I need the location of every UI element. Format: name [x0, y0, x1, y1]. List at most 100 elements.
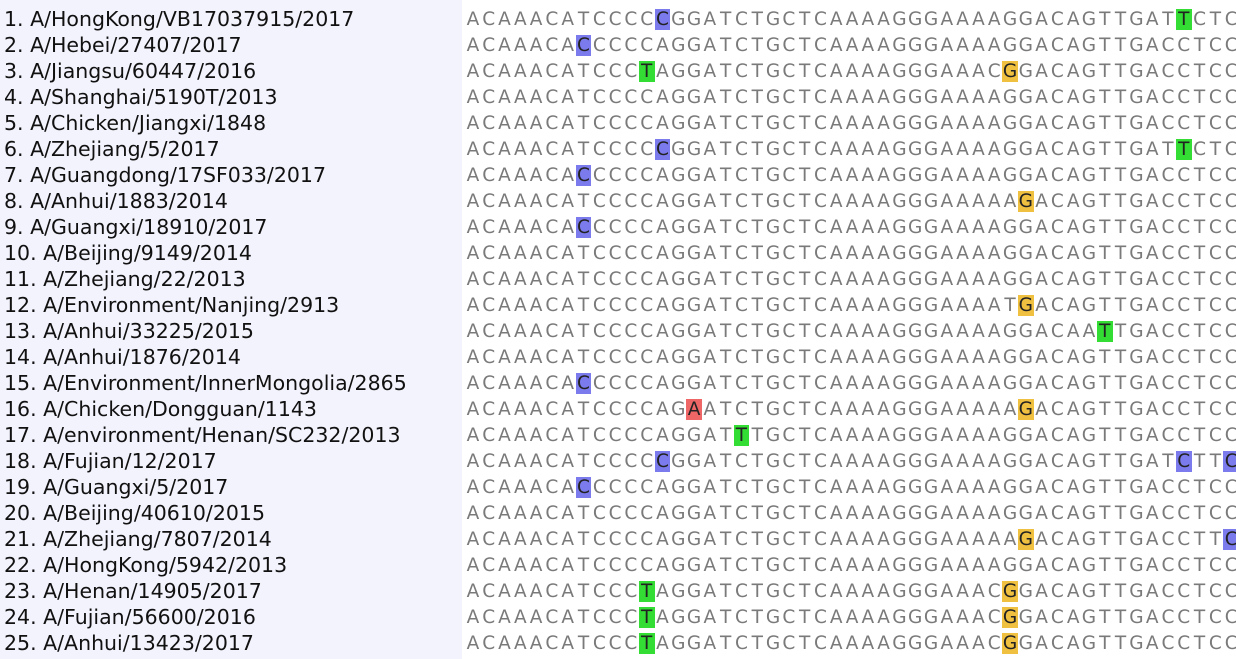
- base: A: [1066, 8, 1080, 30]
- base: A: [1035, 8, 1048, 30]
- base: C: [482, 294, 496, 316]
- sequence-name[interactable]: 21. A/Zhejiang/7807/2014: [4, 527, 272, 551]
- base: T: [1099, 138, 1111, 160]
- sequence-name[interactable]: 6. A/Zhejiang/5/2017: [4, 137, 220, 161]
- base: A: [529, 372, 543, 394]
- base: G: [1018, 450, 1033, 472]
- base: A: [656, 528, 669, 550]
- sequence-name[interactable]: 10. A/Beijing/9149/2014: [4, 241, 252, 265]
- base: T: [751, 34, 763, 56]
- base: A: [513, 632, 527, 654]
- sequence-name[interactable]: 12. A/Environment/Nanjing/2913: [4, 293, 340, 317]
- base: A: [561, 60, 574, 82]
- sequence-name[interactable]: 8. A/Anhui/1883/2014: [4, 189, 228, 213]
- base: C: [640, 268, 654, 290]
- base: T: [1162, 138, 1174, 160]
- sequence-name[interactable]: 16. A/Chicken/Dongguan/1143: [4, 397, 317, 421]
- base: G: [892, 424, 907, 446]
- sequence-name[interactable]: 2. A/Hebei/27407/2017: [4, 33, 242, 57]
- base: A: [861, 86, 875, 108]
- sequence-name[interactable]: 15. A/Environment/InnerMongolia/2865: [4, 371, 407, 395]
- sequence-name[interactable]: 9. A/Guangxi/18910/2017: [4, 215, 268, 239]
- base: T: [1099, 8, 1111, 30]
- base: A: [940, 502, 954, 524]
- base: A: [561, 632, 574, 654]
- sequence-name[interactable]: 17. A/environment/Henan/SC232/2013: [4, 423, 401, 447]
- base: T: [1193, 242, 1206, 264]
- base: A: [845, 294, 859, 316]
- base: A: [513, 372, 527, 394]
- base: A: [845, 502, 859, 524]
- base: G: [1081, 294, 1097, 316]
- base: A: [861, 398, 875, 420]
- base: A: [829, 502, 843, 524]
- base: C: [813, 398, 827, 420]
- base: G: [1018, 346, 1033, 368]
- sequence-name[interactable]: 11. A/Zhejiang/22/2013: [4, 267, 246, 291]
- sequence-name[interactable]: 1. A/HongKong/VB17037915/2017: [4, 7, 355, 31]
- base: A: [829, 632, 843, 654]
- sequence-name[interactable]: 24. A/Fujian/56600/2016: [4, 605, 256, 629]
- sequence-name[interactable]: 7. A/Guangdong/17SF033/2017: [4, 163, 327, 187]
- base: A: [940, 164, 954, 186]
- base: A: [877, 632, 890, 654]
- base: A: [466, 554, 480, 576]
- sequence-name[interactable]: 25. A/Anhui/13423/2017: [4, 631, 254, 655]
- base: G: [671, 216, 686, 238]
- base: A: [1145, 8, 1159, 30]
- base: G: [671, 502, 686, 524]
- base: C: [482, 502, 496, 524]
- base: C: [608, 164, 622, 186]
- sequence-name[interactable]: 18. A/Fujian/12/2017: [4, 449, 217, 473]
- base: G: [1018, 268, 1033, 290]
- base: C: [734, 8, 748, 30]
- base: C: [1161, 554, 1175, 576]
- sequence-name[interactable]: 14. A/Anhui/1876/2014: [4, 345, 241, 369]
- sequence-name[interactable]: 3. A/Jiangsu/60447/2016: [4, 59, 257, 83]
- base: G: [686, 424, 702, 446]
- base: A: [972, 476, 985, 498]
- base: G: [1018, 502, 1033, 524]
- base: G: [908, 112, 923, 134]
- sequence-name[interactable]: 19. A/Guangxi/5/2017: [4, 475, 229, 499]
- base: A: [987, 450, 1001, 472]
- base: G: [671, 398, 686, 420]
- base: A: [877, 242, 890, 264]
- base: T: [751, 450, 763, 472]
- base: C: [1177, 632, 1191, 654]
- base: G: [765, 372, 781, 394]
- sequence-name[interactable]: 22. A/HongKong/5942/2013: [4, 553, 288, 577]
- variant-base: T: [1175, 8, 1192, 30]
- base: A: [877, 112, 890, 134]
- base: C: [624, 398, 638, 420]
- base: C: [592, 60, 606, 82]
- base: A: [466, 86, 480, 108]
- variant-base: T: [1096, 320, 1113, 342]
- base: A: [1066, 346, 1080, 368]
- variant-base: C: [575, 216, 592, 238]
- sequence-name[interactable]: 20. A/Beijing/40610/2015: [4, 501, 266, 525]
- variant-base: T: [638, 580, 655, 602]
- sequence-name[interactable]: 4. A/Shanghai/5190T/2013: [4, 85, 278, 109]
- base: T: [798, 112, 811, 134]
- base: C: [545, 372, 559, 394]
- base: C: [1208, 320, 1222, 342]
- sequence-row: A C A A A C A T C C C T A GG A T C T G C T C A A A A GGG A A A C GG A C A G…: [465, 604, 1236, 630]
- base: A: [656, 86, 669, 108]
- base: A: [940, 8, 954, 30]
- base: T: [1099, 372, 1111, 394]
- base: A: [987, 320, 1001, 342]
- base: A: [561, 268, 574, 290]
- sequence-name[interactable]: 5. A/Chicken/Jiangxi/1848: [4, 111, 267, 135]
- base: A: [861, 294, 875, 316]
- base: A: [829, 60, 843, 82]
- sequence-name[interactable]: 23. A/Henan/14905/2017: [4, 579, 262, 603]
- variant-base: C: [575, 476, 592, 498]
- base: G: [1018, 424, 1033, 446]
- base: A: [940, 60, 954, 82]
- variant-base: T: [1175, 138, 1192, 160]
- base: C: [592, 164, 606, 186]
- base: A: [703, 424, 717, 446]
- sequence-name[interactable]: 13. A/Anhui/33225/2015: [4, 319, 254, 343]
- base: C: [987, 580, 1001, 602]
